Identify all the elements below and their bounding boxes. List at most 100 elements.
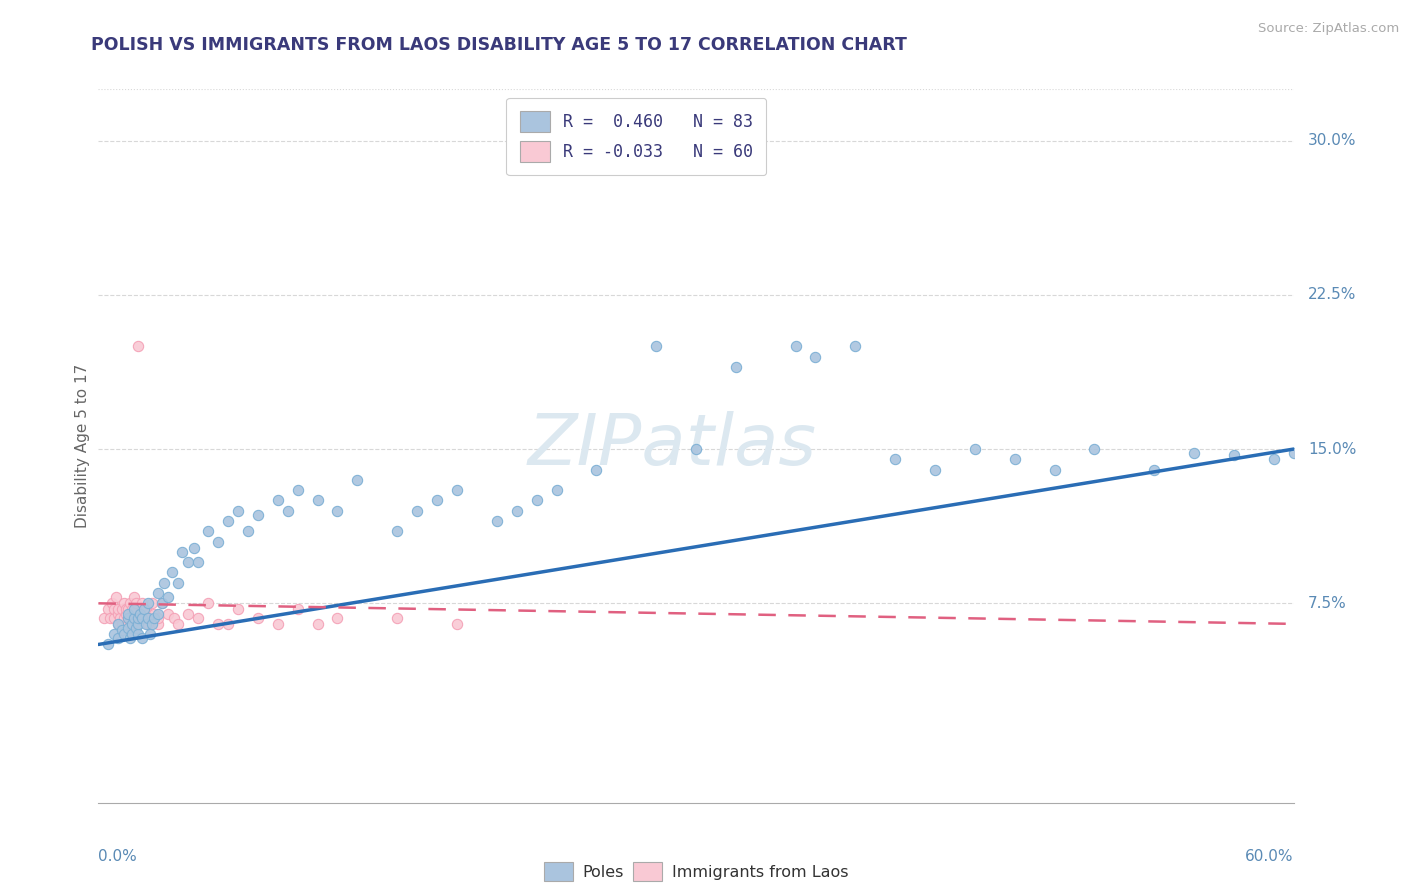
Point — [226, 504, 249, 518]
Point — [585, 463, 607, 477]
Point — [1143, 463, 1166, 477]
Point — [139, 611, 162, 625]
Point — [924, 463, 946, 477]
Text: 22.5%: 22.5% — [1308, 287, 1357, 302]
Point — [326, 504, 349, 518]
Point — [112, 596, 135, 610]
Point — [150, 596, 173, 610]
Point — [111, 623, 134, 637]
Point — [124, 590, 146, 604]
Point — [121, 616, 143, 631]
Point — [117, 607, 139, 621]
Point — [844, 339, 866, 353]
Point — [546, 483, 568, 498]
Point — [187, 611, 209, 625]
Point — [125, 611, 148, 625]
Point — [103, 627, 125, 641]
Point — [153, 575, 176, 590]
Point — [1004, 452, 1026, 467]
Point — [167, 575, 190, 590]
Point — [1222, 448, 1246, 462]
Point — [121, 627, 143, 641]
Point — [1083, 442, 1105, 456]
Point — [645, 339, 668, 353]
Y-axis label: Disability Age 5 to 17: Disability Age 5 to 17 — [75, 364, 90, 528]
Point — [150, 596, 173, 610]
Point — [131, 632, 153, 646]
Point — [127, 616, 149, 631]
Point — [785, 339, 807, 353]
Point — [129, 607, 152, 621]
Text: 7.5%: 7.5% — [1308, 596, 1347, 611]
Text: Source: ZipAtlas.com: Source: ZipAtlas.com — [1258, 22, 1399, 36]
Point — [143, 611, 166, 625]
Point — [127, 616, 149, 631]
Point — [107, 616, 129, 631]
Point — [103, 602, 125, 616]
Text: 0.0%: 0.0% — [98, 849, 138, 864]
Point — [110, 611, 132, 625]
Point — [112, 611, 135, 625]
Point — [307, 616, 329, 631]
Point — [97, 602, 120, 616]
Point — [125, 596, 148, 610]
Point — [307, 493, 329, 508]
Point — [148, 607, 170, 621]
Point — [1282, 446, 1305, 460]
Point — [385, 611, 409, 625]
Point — [148, 586, 170, 600]
Point — [131, 596, 153, 610]
Point — [267, 493, 290, 508]
Point — [105, 590, 128, 604]
Point — [131, 611, 153, 625]
Point — [217, 514, 239, 528]
Point — [117, 611, 139, 625]
Point — [136, 607, 159, 621]
Point — [963, 442, 986, 456]
Point — [124, 616, 146, 631]
Point — [446, 483, 468, 498]
Point — [101, 596, 124, 610]
Point — [93, 611, 115, 625]
Point — [139, 627, 162, 641]
Point — [117, 602, 139, 616]
Point — [134, 602, 156, 616]
Point — [506, 504, 529, 518]
Point — [148, 616, 170, 631]
Point — [485, 514, 508, 528]
Point — [287, 602, 309, 616]
Point — [127, 611, 149, 625]
Point — [177, 555, 200, 569]
Point — [177, 607, 200, 621]
Point — [129, 607, 152, 621]
Point — [526, 493, 548, 508]
Point — [115, 602, 138, 616]
Text: ZIPatlas: ZIPatlas — [527, 411, 817, 481]
Point — [131, 611, 153, 625]
Point — [135, 616, 157, 631]
Point — [124, 611, 146, 625]
Point — [107, 616, 129, 631]
Point — [141, 616, 163, 631]
Point — [187, 555, 209, 569]
Point — [163, 611, 186, 625]
Point — [1322, 446, 1344, 460]
Point — [685, 442, 707, 456]
Point — [1362, 611, 1385, 625]
Point — [167, 616, 190, 631]
Point — [136, 611, 159, 625]
Point — [135, 602, 157, 616]
Point — [124, 602, 146, 616]
Point — [207, 534, 229, 549]
Point — [287, 483, 309, 498]
Point — [236, 524, 259, 539]
Legend: Poles, Immigrants from Laos: Poles, Immigrants from Laos — [537, 855, 855, 888]
Point — [103, 611, 125, 625]
Text: 60.0%: 60.0% — [1246, 849, 1294, 864]
Point — [217, 616, 239, 631]
Point — [121, 602, 143, 616]
Point — [136, 616, 159, 631]
Point — [117, 611, 139, 625]
Point — [117, 616, 139, 631]
Point — [160, 566, 183, 580]
